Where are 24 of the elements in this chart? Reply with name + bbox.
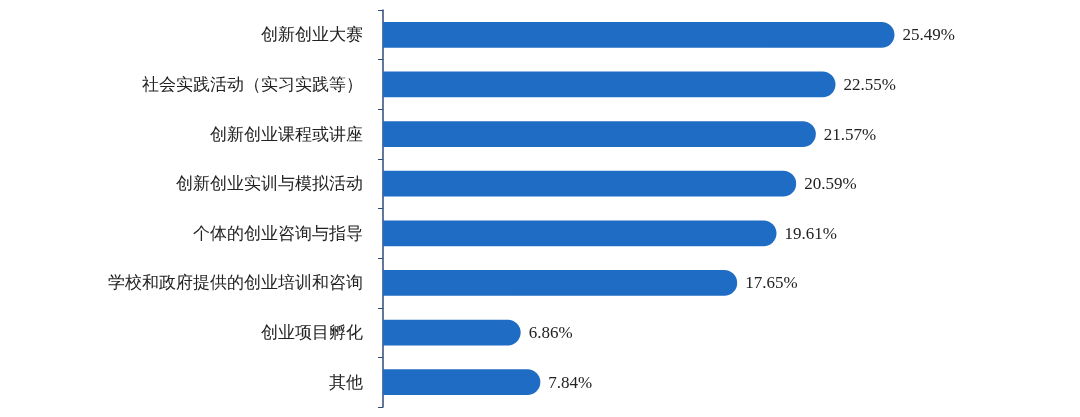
data-label: 25.49% bbox=[902, 25, 955, 45]
y-tick-label: 其他 bbox=[329, 372, 363, 392]
bar bbox=[383, 21, 895, 48]
data-label: 20.59% bbox=[804, 174, 857, 194]
data-label: 21.57% bbox=[823, 124, 877, 144]
y-tick-label: 创新创业实训与模拟活动 bbox=[176, 174, 363, 194]
bar bbox=[383, 220, 777, 247]
y-tick-label: 个体的创业咨询与指导 bbox=[193, 223, 363, 243]
y-tick-label: 创新创业课程或讲座 bbox=[210, 124, 363, 144]
data-label: 22.55% bbox=[843, 74, 896, 94]
data-label: 19.61% bbox=[784, 223, 837, 243]
data-label: 17.65% bbox=[745, 273, 798, 293]
bar bbox=[383, 121, 816, 147]
y-tick-label: 社会实践活动（实习实践等） bbox=[142, 74, 363, 94]
y-tick-label: 创新创业大赛 bbox=[261, 25, 363, 45]
bar bbox=[383, 319, 521, 346]
bar bbox=[383, 71, 836, 98]
bar bbox=[383, 369, 541, 396]
data-label: 6.86% bbox=[528, 323, 573, 343]
y-tick-label: 学校和政府提供的创业培训和咨询 bbox=[108, 273, 363, 293]
y-tick-label: 创业项目孵化 bbox=[261, 323, 363, 343]
bar bbox=[383, 270, 738, 296]
data-label: 7.84% bbox=[548, 372, 593, 392]
bar bbox=[383, 170, 797, 197]
